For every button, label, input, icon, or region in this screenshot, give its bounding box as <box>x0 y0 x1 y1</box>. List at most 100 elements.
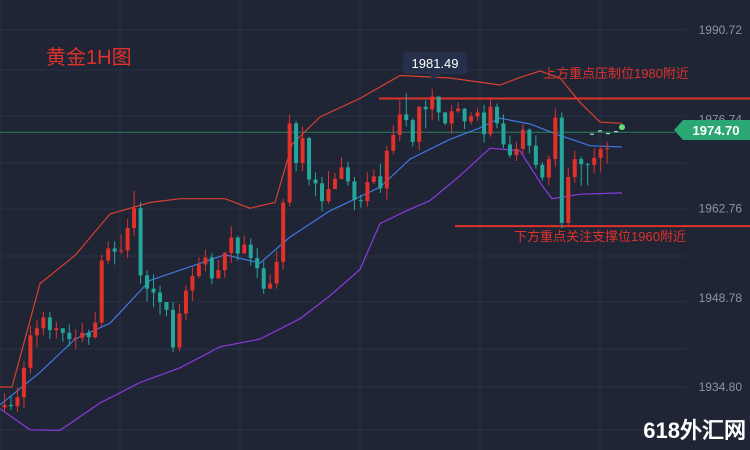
high-callout: 1981.49 <box>403 52 467 80</box>
candle-body <box>307 138 312 180</box>
candle-body <box>605 148 610 150</box>
candle-body <box>268 283 273 289</box>
candle-body <box>449 111 454 124</box>
y-tick-label: 1990.72 <box>699 23 743 37</box>
candle-body <box>417 106 422 142</box>
candle-body <box>507 144 512 156</box>
high-callout-label: 1981.49 <box>412 56 459 71</box>
candle <box>80 323 85 343</box>
candle <box>138 201 143 284</box>
candle <box>494 103 499 129</box>
candle-body <box>106 248 111 261</box>
candle-body <box>21 367 26 398</box>
candle-body <box>60 328 65 333</box>
candle <box>99 254 104 327</box>
candle-body <box>80 332 85 338</box>
candle <box>469 112 474 125</box>
candle-body <box>579 159 584 165</box>
candle <box>397 100 402 142</box>
resistance-label: 上方重点压制位1980附近 <box>543 66 689 81</box>
candle <box>592 148 597 174</box>
candle <box>507 135 512 158</box>
candle <box>106 241 111 264</box>
candle <box>281 198 286 270</box>
candle-body <box>177 313 182 348</box>
candle-body <box>430 96 435 110</box>
candle-body <box>533 145 538 165</box>
candle <box>216 259 221 279</box>
candle-body <box>138 208 143 276</box>
candle-body <box>462 108 467 122</box>
candle-body <box>391 134 396 151</box>
candle-body <box>559 117 564 223</box>
candle <box>559 112 564 229</box>
candle-body <box>93 322 98 338</box>
candle-body <box>242 244 247 254</box>
candle <box>605 141 610 164</box>
candle <box>203 249 208 272</box>
candle <box>255 247 260 278</box>
watermark: 618外汇网 <box>643 418 746 443</box>
candle-body <box>229 237 234 253</box>
candle <box>378 163 383 193</box>
candle <box>132 191 137 237</box>
candle <box>300 126 305 172</box>
candle-body <box>404 114 409 121</box>
candle <box>112 241 117 265</box>
candle <box>274 251 279 289</box>
candle <box>520 123 525 154</box>
candle-body <box>248 244 253 259</box>
candle <box>320 176 325 212</box>
candle-body <box>527 129 532 146</box>
candle <box>482 104 487 143</box>
candle <box>183 285 188 320</box>
candle-body <box>34 328 39 336</box>
y-tick-label: 1962.76 <box>699 202 743 216</box>
candle <box>93 312 98 339</box>
candle <box>177 304 182 352</box>
candle <box>598 145 603 173</box>
candle <box>28 325 33 374</box>
chart-title: 黄金1H图 <box>46 46 132 69</box>
candle <box>475 107 480 121</box>
candle-body <box>73 337 78 340</box>
candle <box>540 162 545 181</box>
candle <box>365 172 370 207</box>
candle <box>307 136 312 186</box>
candle-body <box>598 148 603 158</box>
candle-body <box>294 123 299 163</box>
last-price-label: 1974.70 <box>693 123 740 138</box>
candle-body <box>320 183 325 202</box>
candle <box>313 172 318 197</box>
candle-body <box>274 261 279 284</box>
candle <box>488 99 493 137</box>
candle-body <box>222 252 227 271</box>
candle <box>125 219 130 259</box>
last-price-badge: 1974.70 <box>674 120 750 140</box>
candle-body <box>99 260 104 323</box>
candle-body <box>456 108 461 112</box>
candle <box>514 141 519 162</box>
high-callout-box <box>403 52 467 74</box>
candle-body <box>371 176 376 183</box>
candle <box>170 302 175 352</box>
candle-body <box>47 317 52 331</box>
candle <box>423 100 428 129</box>
candle <box>384 145 389 200</box>
candle <box>546 155 551 186</box>
candle-body <box>261 268 266 289</box>
candle <box>261 261 266 294</box>
candle-body <box>494 106 499 124</box>
last-price-badge-shape <box>674 120 750 140</box>
candle-body <box>546 159 551 178</box>
candle-body <box>501 123 506 145</box>
candle-body <box>54 328 59 331</box>
candle-body <box>345 167 350 182</box>
y-tick-label: 1934.80 <box>699 380 743 394</box>
candle <box>229 226 234 264</box>
candle <box>164 302 169 317</box>
candle-body <box>235 237 240 254</box>
candle-body <box>475 112 480 117</box>
candle-body <box>410 120 415 142</box>
candle <box>222 251 227 278</box>
